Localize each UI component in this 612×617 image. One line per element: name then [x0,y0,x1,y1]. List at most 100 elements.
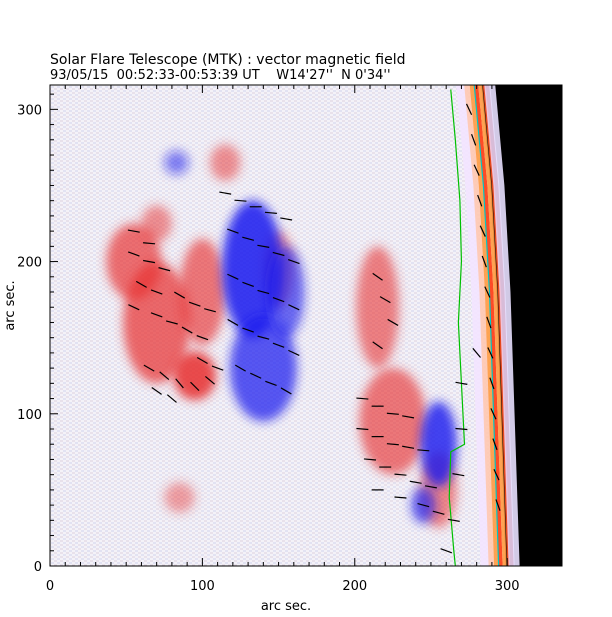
field-vector [128,304,140,311]
limb-band-stripe [489,85,520,566]
field-vector [280,217,293,221]
field-vector [250,372,262,379]
y-tick-label: 0 [34,560,42,575]
field-vector [287,258,300,265]
field-vector [356,397,369,400]
chart-title: Solar Flare Telescope (MTK) : vector mag… [50,52,406,68]
positive-region [210,144,241,181]
field-vector [490,408,497,420]
field-vector [158,267,171,272]
field-vector [204,308,216,313]
field-vector [150,289,163,295]
field-vector [150,312,163,318]
field-vector [143,259,156,264]
field-vector [190,381,200,392]
field-vector [495,499,501,511]
negative-region [229,314,297,422]
y-tick-label: 300 [17,103,42,118]
field-vector [174,291,186,299]
field-vector [387,318,399,326]
positive-region [123,261,191,384]
y-tick-label: 200 [17,256,42,271]
field-vector [356,427,369,431]
y-tick-label: 100 [17,408,42,423]
y-axis-label: arc sec. [3,280,18,330]
field-vector [205,375,215,385]
field-vector [372,272,383,281]
negative-region [222,200,284,338]
field-vector [272,251,285,257]
limb-band [456,85,520,566]
field-vector [257,289,270,295]
field-vector [471,133,477,146]
field-vector [402,445,415,449]
negative-region [267,246,305,338]
x-tick-label: 300 [495,579,520,594]
field-vector [257,244,270,248]
negative-region [164,150,189,175]
x-tick-label: 200 [342,579,367,594]
positive-region [164,482,195,513]
field-vector [227,228,239,234]
positive-region [173,351,217,401]
field-vector [484,286,491,298]
limb-band-stripe [484,85,515,566]
field-vector [386,443,399,446]
field-vector [227,273,239,280]
field-vector [166,394,177,403]
limb-band-stripe [474,85,503,566]
field-vector [455,381,468,385]
field-vector [288,304,300,311]
field-vector [493,468,500,481]
field-vector [196,335,209,341]
positive-region [359,368,427,475]
field-vector [272,342,285,348]
field-vector [288,349,300,356]
field-vector [165,320,178,325]
field-vector [417,502,430,508]
field-vector [473,164,480,176]
field-vector [447,518,460,522]
field-vector [402,415,415,419]
plot-frame [49,84,563,567]
limb-band-stripe [478,85,507,566]
field-vector [409,480,422,484]
axes: 0 100 200 300 0 100 200 300 arc sec. arc sec. [3,84,563,614]
field-vector [472,347,481,358]
field-vector [481,255,487,268]
field-vector [264,211,277,214]
field-vector [127,229,140,233]
field-vector [175,378,184,389]
field-vector [257,335,270,340]
field-vector [234,199,247,202]
x-tick-label: 100 [190,579,215,594]
field-vector [280,387,292,395]
plot-area [50,85,562,566]
field-vector [432,510,445,515]
vector-field [127,103,501,554]
field-vector [477,194,483,207]
field-vector [211,365,224,371]
field-vector [486,316,492,329]
field-vector [135,280,147,288]
field-vector [219,191,232,195]
limb-band-stripe [469,85,500,566]
limb-contour [473,85,500,566]
field-vector [440,548,453,554]
field-vector [265,380,277,386]
field-vector [465,103,473,116]
field-vector [417,449,430,452]
field-vector [151,387,162,395]
field-vector [455,427,468,431]
field-vector [272,297,285,303]
field-vector [379,296,391,304]
field-vector [188,301,201,307]
field-vector [242,236,255,241]
field-vector [242,281,254,288]
field-vector [492,438,498,451]
field-vector [143,364,155,372]
field-vector [242,327,254,333]
field-vector [424,485,437,489]
field-vector [452,473,465,477]
field-vector [196,356,208,365]
